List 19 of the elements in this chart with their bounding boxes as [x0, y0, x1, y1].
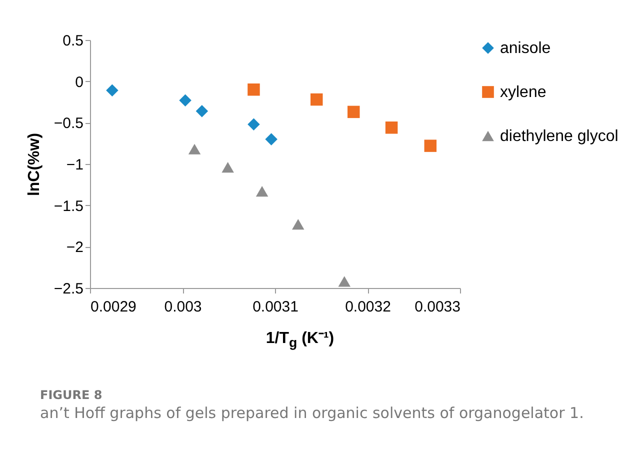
legend-label: diethylene glycol — [500, 128, 618, 145]
y-tick-label: 0 — [75, 74, 84, 91]
x-tick-label: 0.0031 — [252, 298, 298, 316]
y-tick-label: −0.5 — [54, 115, 84, 132]
text: an’t Hoff graphs of gels prepared in organic solvents of organogelator 1. — [40, 403, 585, 424]
x-tick-label: 0.0029 — [90, 298, 136, 316]
y-tick-label: −2.5 — [54, 280, 84, 298]
x-axis-title: 1/T$_{g}$ (K⁻¹) — [264, 329, 336, 350]
y-axis-title: lnC(%w) — [26, 132, 43, 196]
x-tick-label: 0.0032 — [345, 298, 391, 316]
legend-label: anisole — [500, 40, 551, 57]
y-tick-label: 0.5 — [62, 32, 84, 50]
y-tick-label: −1.5 — [54, 198, 84, 215]
y-tick-label: −2 — [66, 239, 84, 256]
y-tick-label: −1 — [66, 156, 84, 174]
x-tick-label: 0.003 — [164, 298, 202, 316]
x-tick-label: 0.0033 — [414, 298, 460, 316]
legend-label: xylene — [500, 84, 546, 101]
caption: FIGURE 8 — [40, 388, 104, 402]
